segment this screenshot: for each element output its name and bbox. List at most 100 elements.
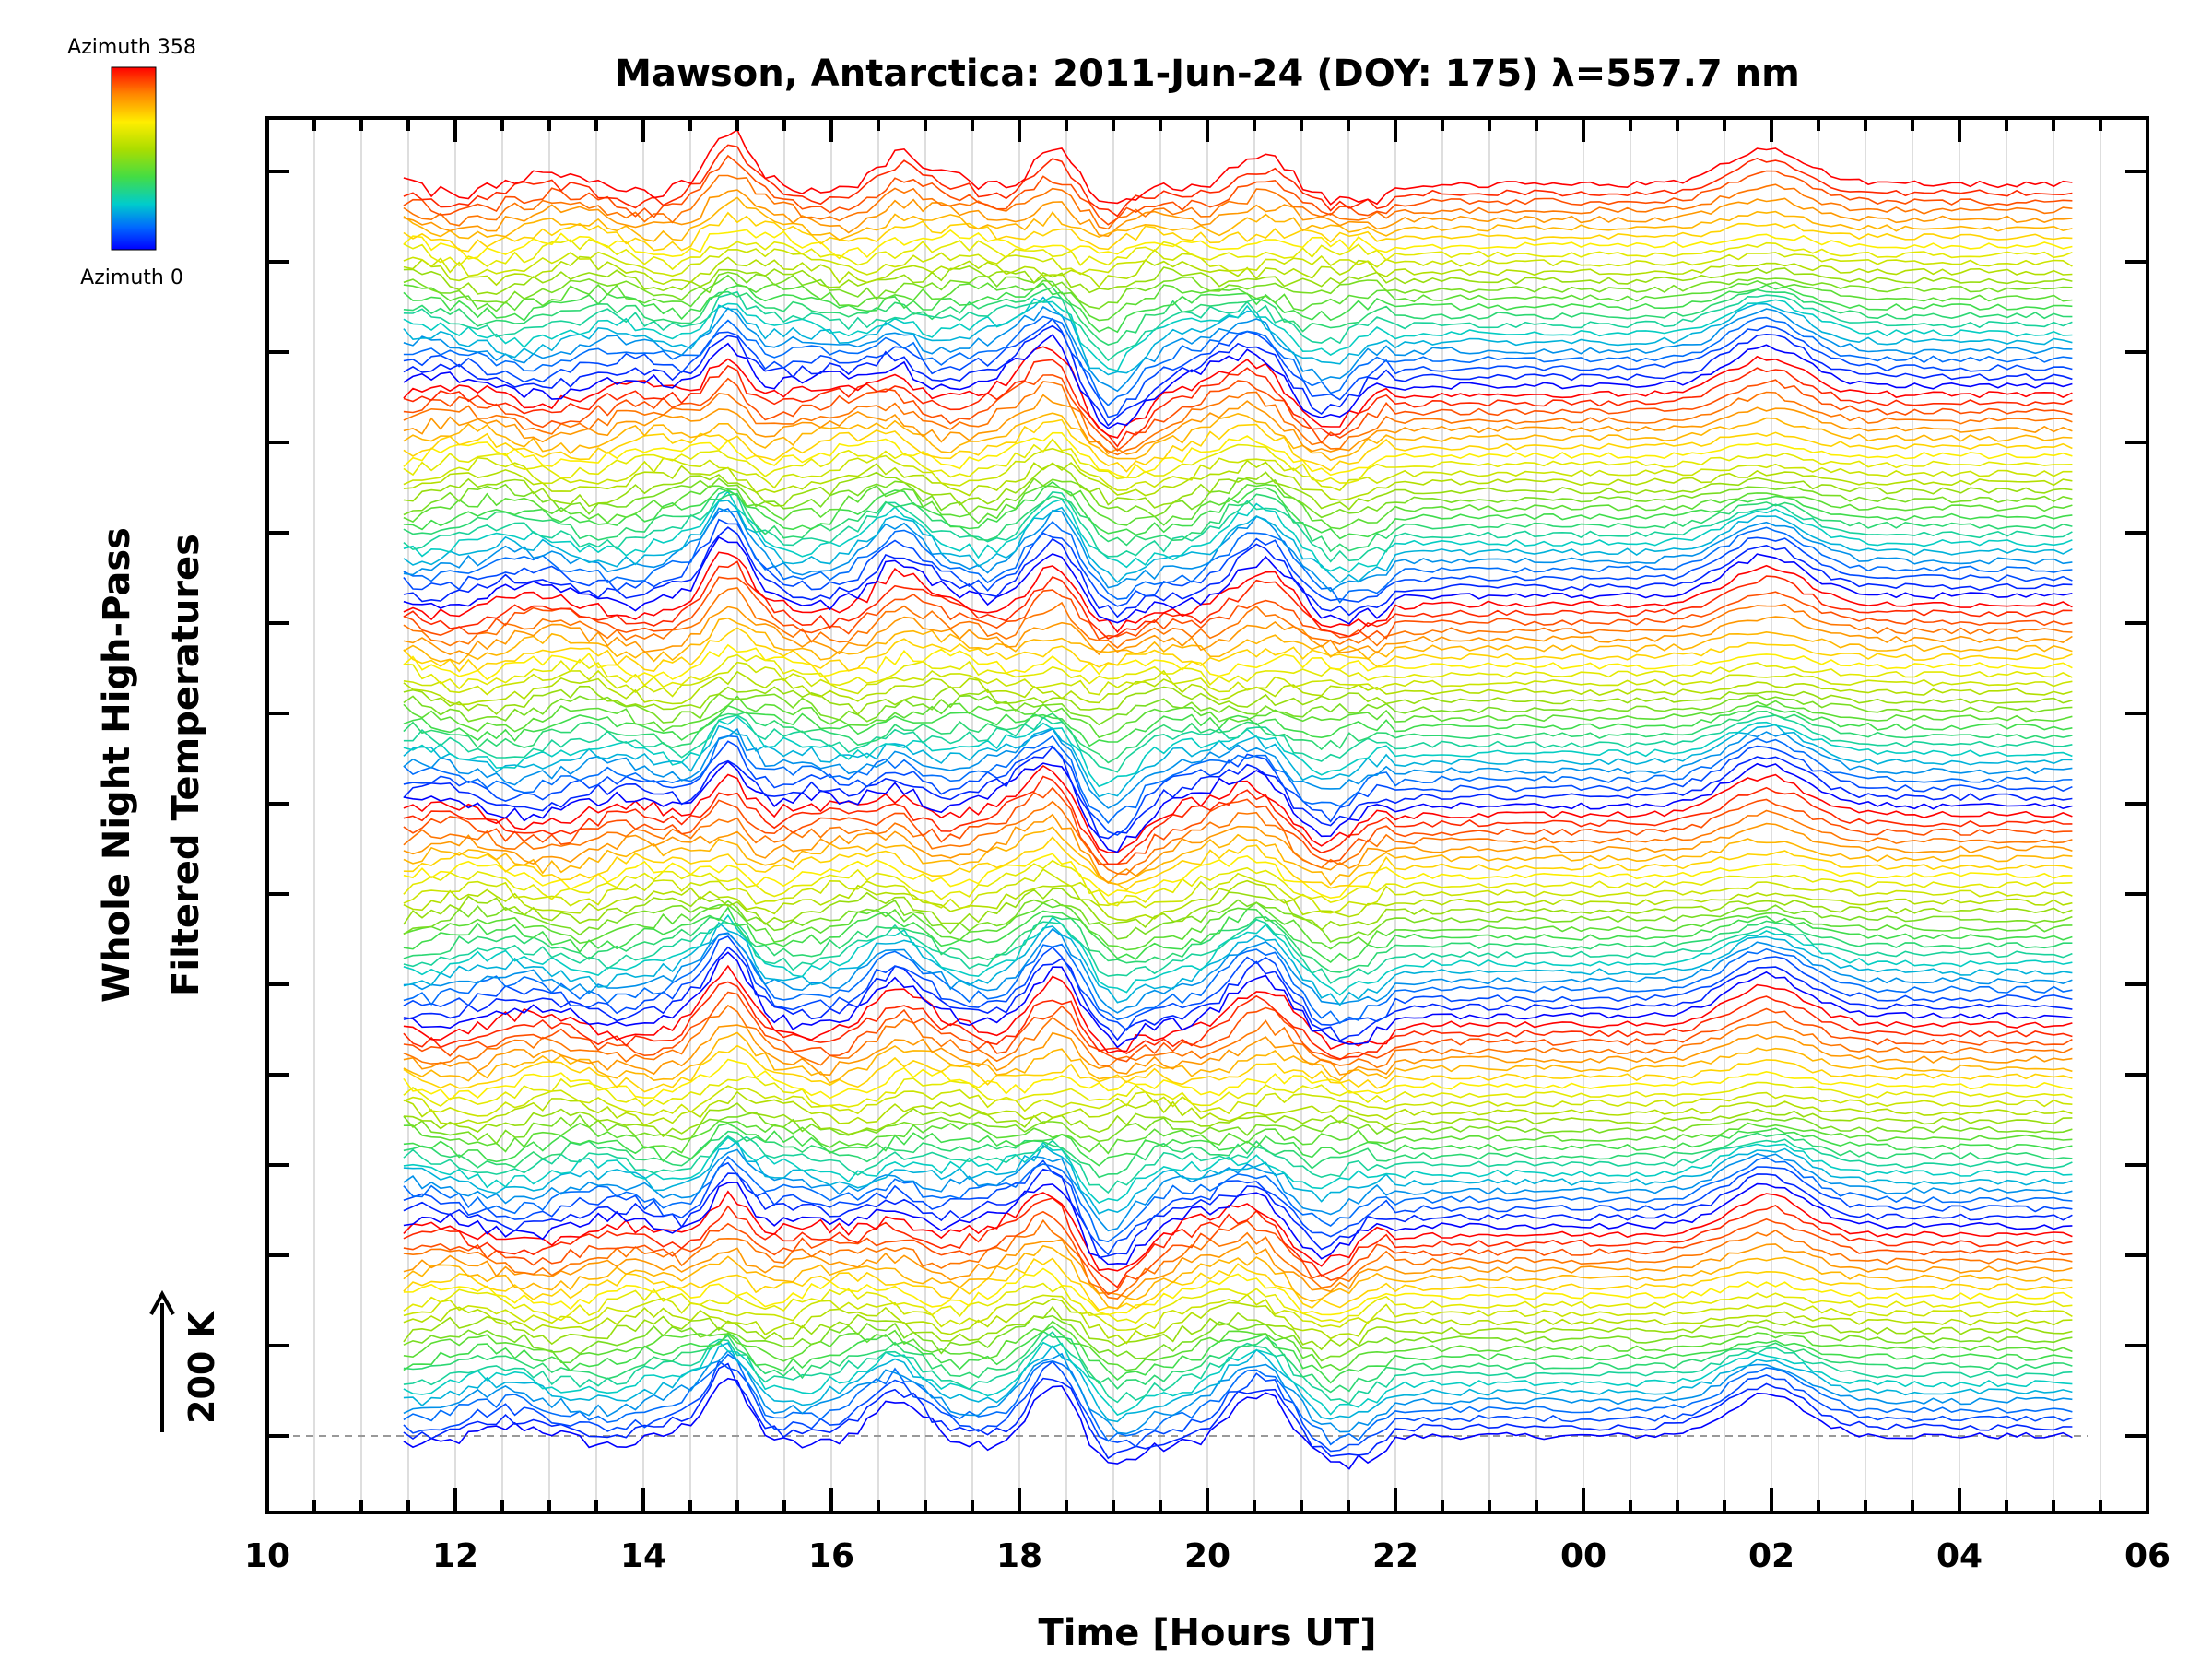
- series-line: [403, 1135, 2073, 1194]
- series-line: [403, 196, 2073, 242]
- series-line: [403, 1349, 2073, 1435]
- series-line: [403, 1197, 2073, 1288]
- series-line: [403, 935, 2073, 1031]
- series-line: [403, 760, 2073, 853]
- series-line: [403, 1239, 2073, 1299]
- x-axis-label: Time [Hours UT]: [1039, 1612, 1377, 1654]
- series-line: [403, 238, 2073, 271]
- x-tick-label: 12: [432, 1537, 478, 1575]
- series-line: [403, 526, 2073, 618]
- series-line: [403, 685, 2073, 716]
- series-line: [403, 901, 2073, 951]
- series-line: [403, 1024, 2073, 1077]
- series-line: [403, 560, 2073, 640]
- series-line: [403, 1120, 2073, 1155]
- series-line: [403, 764, 2073, 853]
- series-line: [403, 868, 2073, 914]
- x-tick-label: 02: [1748, 1537, 1794, 1575]
- colorbar-top-label: Azimuth 358: [67, 36, 196, 59]
- series-line: [403, 483, 2073, 530]
- series-line: [403, 488, 2073, 563]
- series-line: [403, 1111, 2073, 1145]
- x-tick-label: 10: [244, 1537, 290, 1575]
- series-line: [403, 670, 2073, 706]
- series-line: [403, 913, 2073, 996]
- series-line: [403, 463, 2073, 511]
- series-line: [403, 1136, 2073, 1205]
- x-tick-label: 20: [1184, 1537, 1230, 1575]
- series-line: [403, 1159, 2073, 1256]
- series-line: [403, 492, 2073, 553]
- series-line: [403, 229, 2073, 260]
- series-line: [403, 1044, 2073, 1093]
- series-line: [403, 1257, 2073, 1312]
- series-line: [403, 879, 2073, 922]
- x-tick-label: 16: [808, 1537, 854, 1575]
- x-tick-label: 22: [1372, 1537, 1418, 1575]
- series-line: [403, 859, 2073, 907]
- series-line: [403, 836, 2073, 891]
- series-line: [403, 459, 2073, 501]
- y-axis-label-line2: Filtered Temperatures: [165, 534, 207, 996]
- series-line: [403, 1244, 2073, 1310]
- series-line: [403, 1155, 2073, 1243]
- x-tick-label: 00: [1560, 1537, 1606, 1575]
- colorbar-bottom-label: Azimuth 0: [80, 266, 183, 289]
- chart-title: Mawson, Antarctica: 2011-Jun-24 (DOY: 17…: [615, 53, 1800, 95]
- series-line: [403, 964, 2073, 1054]
- series-line: [403, 535, 2073, 625]
- series-line: [403, 489, 2073, 573]
- series-line: [403, 174, 2073, 230]
- series-line: [403, 800, 2073, 876]
- series-line: [403, 1314, 2073, 1362]
- series-line: [403, 1076, 2073, 1108]
- series-line: [403, 317, 2073, 418]
- series-group: [403, 128, 2073, 1470]
- series-line: [403, 727, 2073, 809]
- series-line: [403, 508, 2073, 604]
- series-line: [403, 500, 2073, 584]
- series-line: [403, 144, 2073, 218]
- series-line: [403, 826, 2073, 886]
- series-line: [403, 1330, 2073, 1394]
- series-line: [403, 324, 2073, 427]
- series-line: [403, 1168, 2073, 1259]
- series-line: [403, 359, 2073, 448]
- series-line: [403, 1148, 2073, 1232]
- series-line: [403, 921, 2073, 1006]
- series-line: [403, 282, 2073, 334]
- series-line: [403, 477, 2073, 519]
- series-line: [403, 1282, 2073, 1324]
- series-line: [403, 431, 2073, 479]
- series-line: [403, 617, 2073, 665]
- series-line: [403, 255, 2073, 288]
- series-line: [403, 1298, 2073, 1345]
- series-line: [403, 1102, 2073, 1138]
- series-line: [403, 906, 2073, 964]
- series-line: [403, 1090, 2073, 1127]
- series-line: [403, 576, 2073, 641]
- series-line: [403, 714, 2073, 773]
- series-line: [403, 1359, 2073, 1453]
- series-line: [403, 693, 2073, 726]
- series-line: [403, 1218, 2073, 1300]
- series-line: [403, 271, 2073, 310]
- series-line: [403, 661, 2073, 698]
- series-line: [403, 813, 2073, 884]
- series-line: [403, 1340, 2073, 1417]
- series-line: [403, 274, 2073, 322]
- series-line: [403, 918, 2073, 984]
- series-line: [403, 695, 2073, 739]
- series-line: [403, 305, 2073, 393]
- series-line: [403, 551, 2073, 634]
- y-axis-label-line1: Whole Night High-Pass: [96, 527, 138, 1003]
- series-line: [403, 653, 2073, 690]
- series-line: [403, 932, 2073, 1025]
- series-line: [403, 1085, 2073, 1117]
- x-tick-label: 14: [620, 1537, 666, 1575]
- series-line: [403, 1325, 2073, 1384]
- series-line: [403, 518, 2073, 607]
- series-line: [403, 447, 2073, 492]
- series-line: [403, 438, 2073, 484]
- series-line: [403, 412, 2073, 462]
